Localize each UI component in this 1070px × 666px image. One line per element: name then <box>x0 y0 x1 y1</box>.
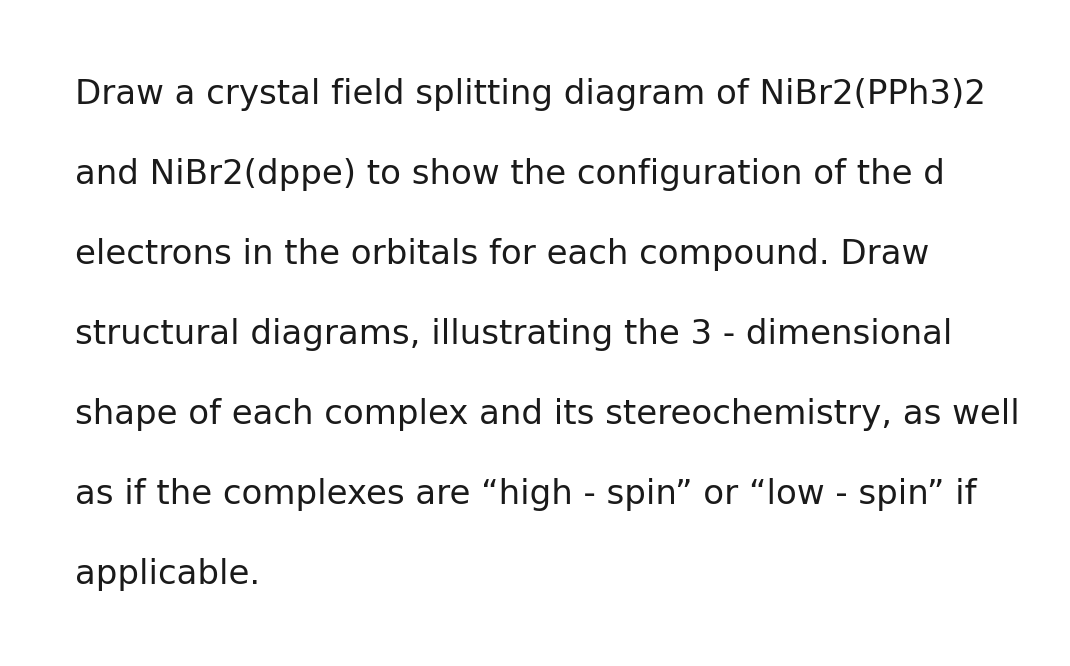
Text: structural diagrams, illustrating the 3 - dimensional: structural diagrams, illustrating the 3 … <box>75 318 952 351</box>
Text: shape of each complex and its stereochemistry, as well: shape of each complex and its stereochem… <box>75 398 1020 431</box>
Text: as if the complexes are “high - spin” or “low - spin” if: as if the complexes are “high - spin” or… <box>75 478 977 511</box>
Text: and NiBr2(dppe) to show the configuration of the d: and NiBr2(dppe) to show the configuratio… <box>75 158 945 191</box>
Text: electrons in the orbitals for each compound. Draw: electrons in the orbitals for each compo… <box>75 238 929 271</box>
Text: Draw a crystal field splitting diagram of NiBr2(PPh3)2: Draw a crystal field splitting diagram o… <box>75 78 985 111</box>
Text: applicable.: applicable. <box>75 558 260 591</box>
